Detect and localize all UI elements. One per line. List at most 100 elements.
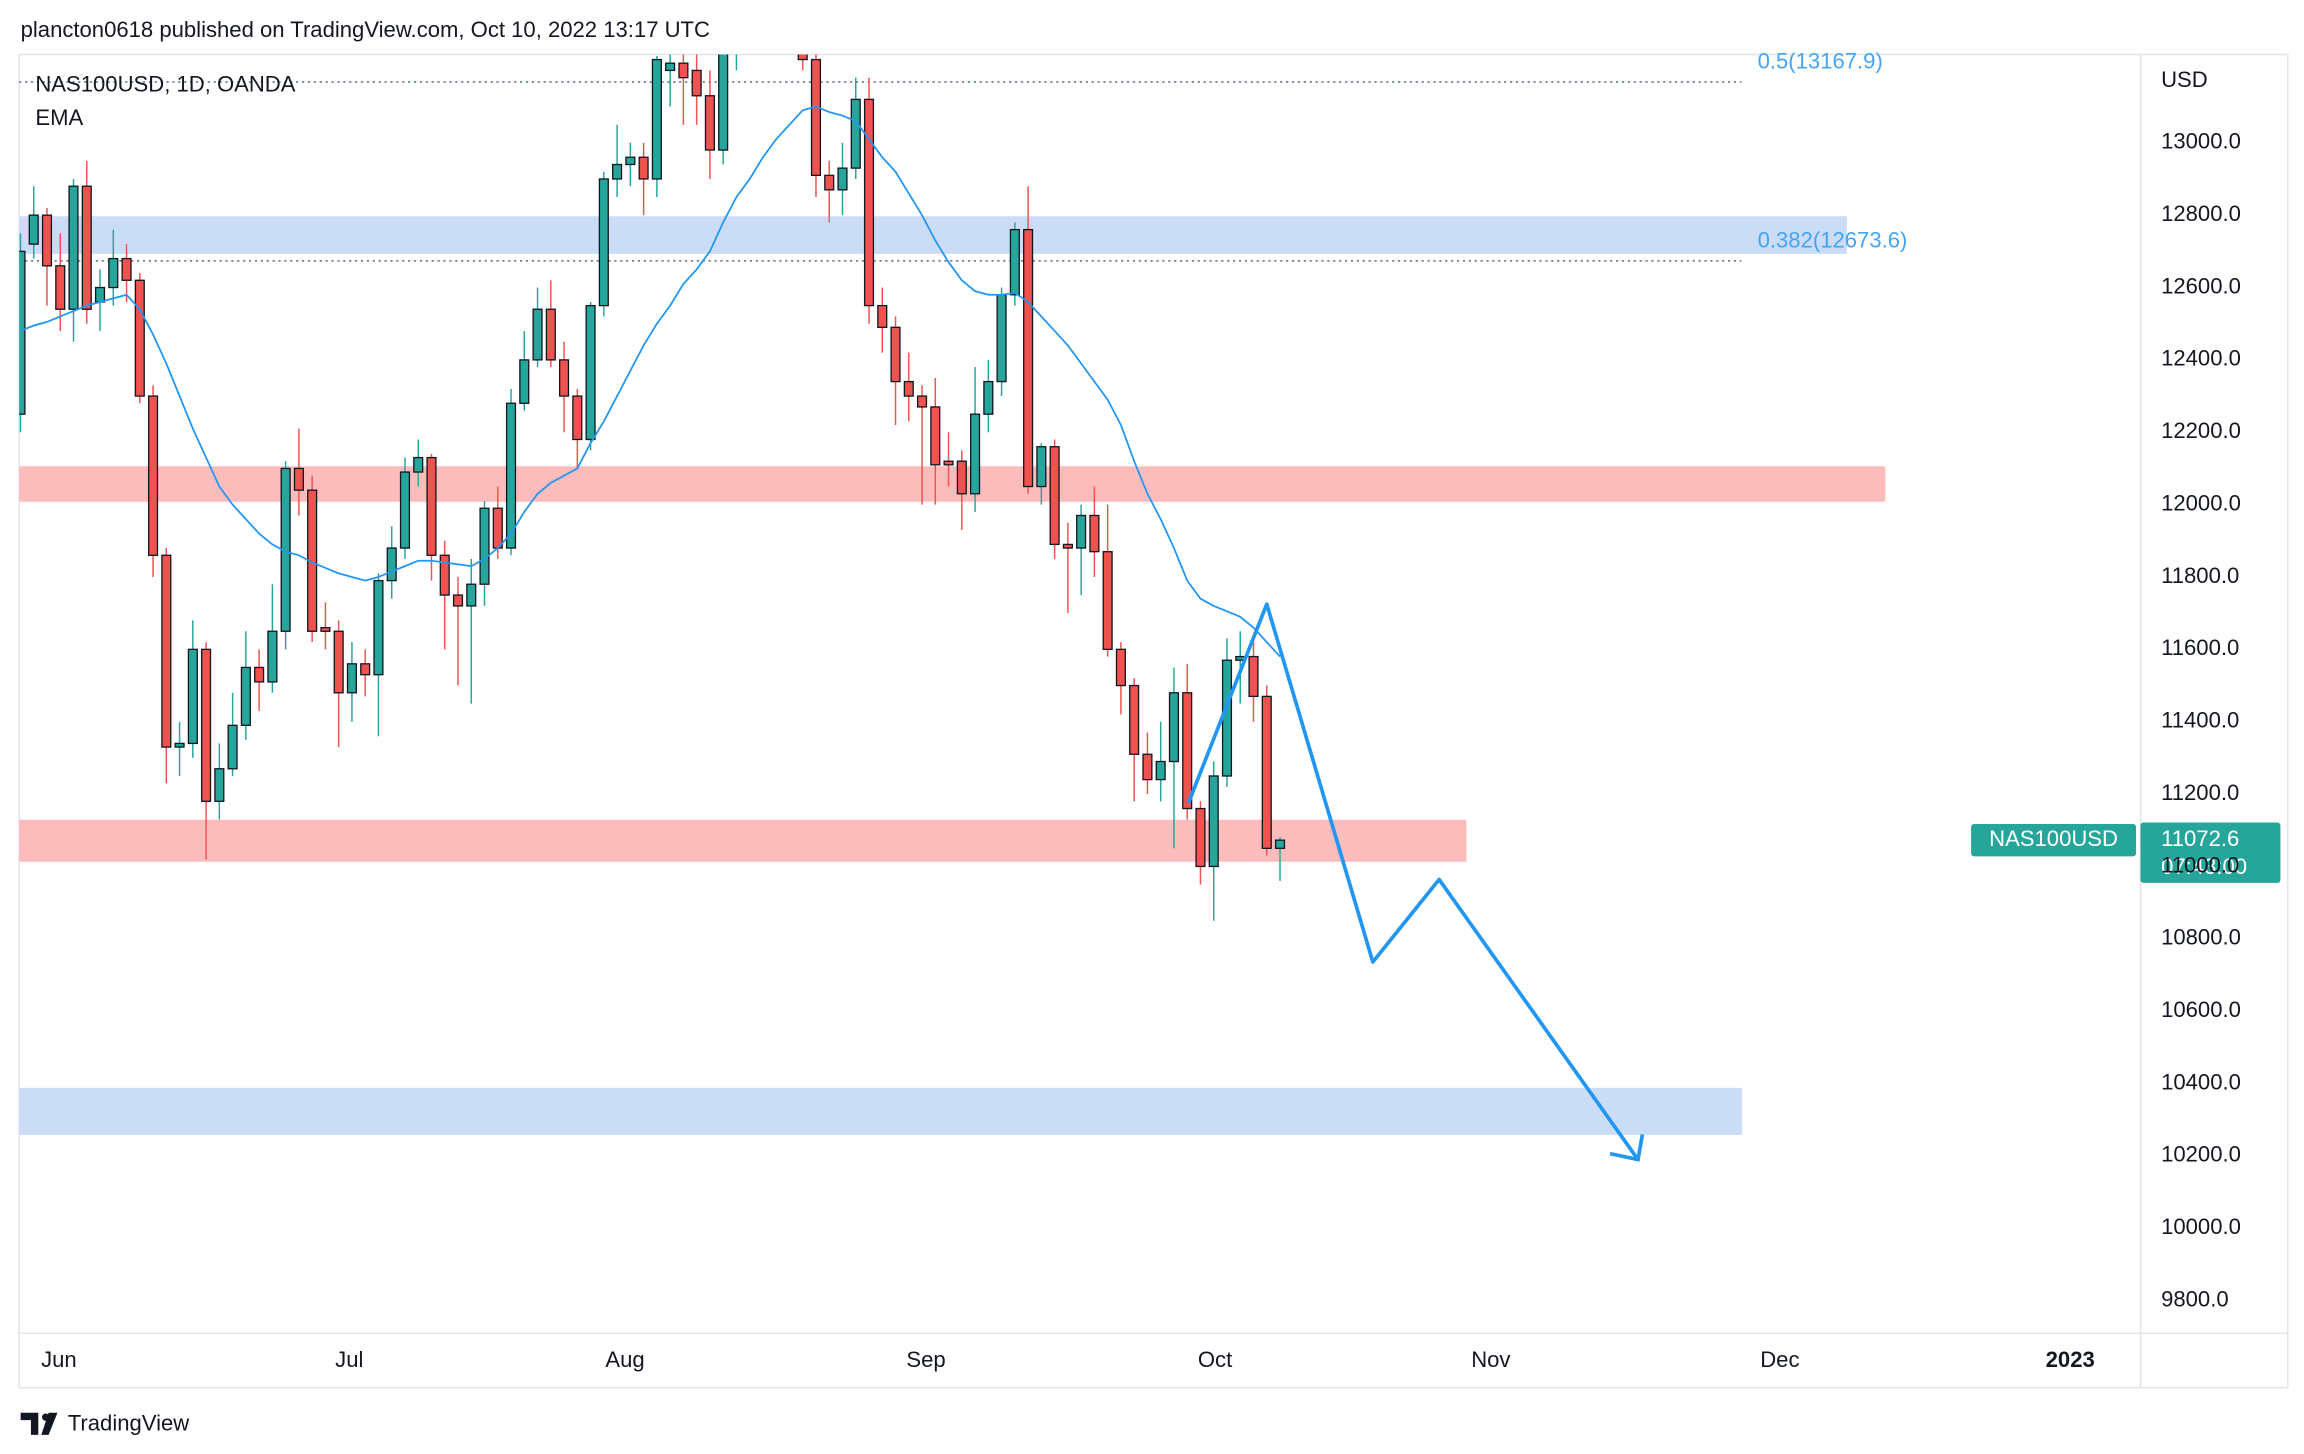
candle-body [320, 626, 331, 632]
candle-body [810, 58, 822, 177]
x-tick-label: Nov [1471, 1347, 1510, 1372]
candle-body [426, 456, 437, 556]
frame [18, 53, 2289, 1389]
x-tick-label: Jun [41, 1347, 77, 1372]
candle-body [439, 554, 450, 596]
candle-body [1062, 543, 1073, 549]
candle-body [81, 185, 92, 310]
candle-body [1036, 446, 1047, 488]
candle-body [1129, 684, 1140, 755]
candle-body [240, 666, 251, 726]
fib-label: 0.5(13167.9) [1758, 49, 1883, 74]
candle-body [227, 724, 238, 770]
projection-arrowhead [1609, 1134, 1645, 1162]
price-tag-value: 11072.6 [2161, 826, 2239, 851]
candle-body [161, 554, 172, 748]
candle-body [903, 380, 914, 397]
candle-body [55, 265, 66, 310]
candle-body [346, 663, 358, 694]
zone [19, 819, 1467, 862]
candle-body [558, 359, 570, 397]
candle-body [1221, 659, 1233, 777]
candle-body [678, 62, 689, 79]
y-tick-label: 11000.0 [2161, 852, 2239, 877]
logo-dot [41, 1413, 50, 1421]
candle-body [732, 0, 741, 49]
x-tick-label: Aug [605, 1347, 644, 1372]
candle-body [466, 583, 477, 607]
y-tick-label: 10200.0 [2161, 1142, 2241, 1167]
candle-body [930, 406, 941, 466]
candle-body [1195, 807, 1206, 868]
candle-body [201, 648, 212, 802]
logo: TradingView [20, 1410, 190, 1435]
candle-body [121, 257, 132, 281]
candle-body [1076, 514, 1087, 549]
projection-line [1186, 602, 1640, 1161]
candle-body [333, 630, 344, 694]
candle-body [1261, 695, 1272, 850]
y-tick-label: 10000.0 [2161, 1214, 2241, 1239]
candle-body [598, 178, 609, 307]
candle-body [267, 630, 278, 683]
candle-body [28, 214, 39, 245]
candle-body [956, 460, 967, 495]
candle-body [214, 768, 225, 802]
price-tag-countdown: 07:43:00 [2161, 854, 2247, 879]
zone [19, 1087, 1743, 1135]
candle-body [1115, 648, 1126, 687]
candle-body [1274, 839, 1286, 850]
candle-body [572, 395, 583, 441]
candle-body [41, 214, 53, 267]
candle-body [983, 380, 994, 415]
y-tick-label: 10400.0 [2161, 1069, 2241, 1094]
candle-body [519, 359, 530, 404]
candle-body [996, 294, 1007, 383]
y-tick-label: 10600.0 [2161, 997, 2241, 1022]
candle-body [399, 471, 411, 549]
zone [19, 466, 1886, 502]
y-tick-label: 13000.0 [2161, 129, 2241, 154]
y-tick-label: 12400.0 [2161, 346, 2241, 371]
candle-body [545, 308, 556, 361]
candle-body [850, 98, 861, 169]
candle-body [1009, 228, 1020, 296]
candle-body [134, 279, 145, 397]
y-tick-label: 12800.0 [2161, 201, 2241, 226]
candle-body [718, 54, 729, 151]
candle-body [585, 304, 596, 441]
ema-line [20, 105, 1281, 658]
y-tick-label: 11400.0 [2161, 708, 2239, 733]
candle-body [19, 250, 26, 415]
candle-body [505, 402, 517, 549]
candle-body [824, 174, 835, 191]
candle-body [492, 507, 503, 549]
candle-body [68, 185, 79, 310]
candle-body [147, 395, 159, 556]
candle-body [704, 95, 715, 151]
fib-label: 0.382(12673.6) [1758, 228, 1908, 253]
candle-body [187, 648, 198, 745]
candle-body [1089, 514, 1100, 553]
overlay: 0.5(13167.9) 0.382(12673.6) NAS100USD 11072… [1186, 49, 2281, 1162]
y-unit: USD [2161, 67, 2208, 92]
x-tick-label: Dec [1760, 1347, 1799, 1372]
candle-body [94, 286, 106, 303]
x-tick-label: Jul [335, 1347, 363, 1372]
candle-body [863, 98, 875, 307]
candle-body [1208, 775, 1219, 868]
y-tick-label: 10800.0 [2161, 925, 2241, 950]
y-tick-label: 12600.0 [2161, 273, 2241, 298]
candle-body [1155, 760, 1166, 781]
candle-body [108, 257, 119, 289]
y-tick-label: 12200.0 [2161, 418, 2241, 443]
symbol-tag [1971, 823, 2137, 857]
y-tick-label: 11800.0 [2161, 563, 2239, 588]
brand: TradingView [68, 1410, 190, 1435]
candle-body [877, 304, 888, 328]
candle-body [254, 666, 265, 683]
candle-body [837, 167, 848, 191]
candle-body [532, 308, 543, 361]
